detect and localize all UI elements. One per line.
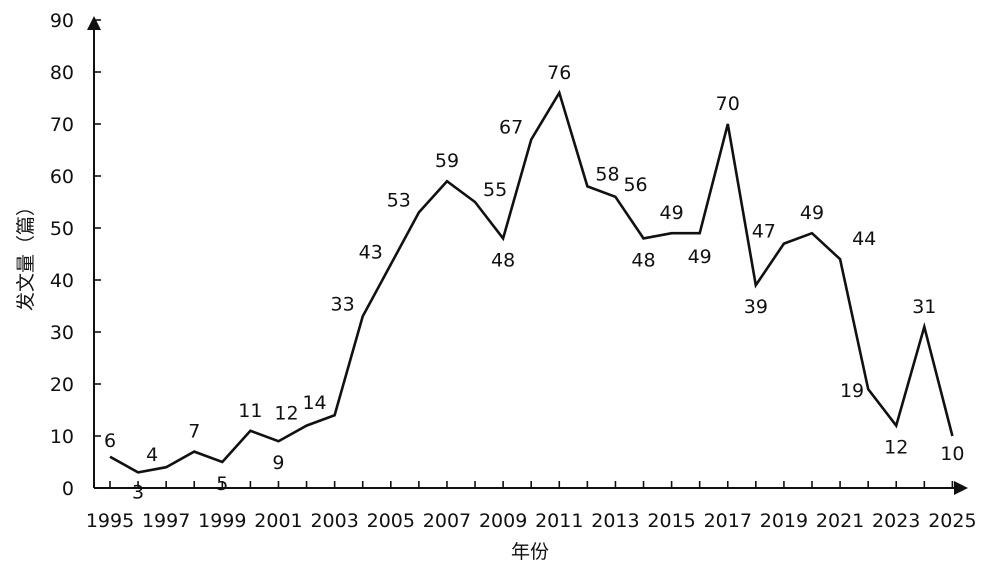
series-group <box>109 89 954 474</box>
data-label: 19 <box>840 380 864 402</box>
x-tick-label: 1997 <box>142 510 190 532</box>
data-label: 49 <box>800 202 824 224</box>
y-tick-label: 0 <box>62 478 74 500</box>
data-label: 44 <box>852 228 876 250</box>
data-label: 55 <box>483 179 507 201</box>
data-label: 33 <box>331 293 355 315</box>
y-tick-label: 50 <box>50 218 74 240</box>
data-label: 4 <box>146 444 158 466</box>
data-label: 6 <box>104 430 116 452</box>
y-tick-label: 10 <box>50 426 74 448</box>
x-tick-label: 2017 <box>704 510 752 532</box>
data-label: 58 <box>595 163 619 185</box>
data-label: 3 <box>132 481 144 503</box>
x-tick-label: 2013 <box>591 510 639 532</box>
y-tick-label: 40 <box>50 270 74 292</box>
data-label: 7 <box>188 421 200 443</box>
x-tick-label: 2007 <box>423 510 471 532</box>
data-label: 76 <box>547 62 571 84</box>
y-tick-label: 70 <box>50 114 74 136</box>
data-label: 59 <box>435 150 459 172</box>
y-tick-label: 30 <box>50 322 74 344</box>
data-label: 56 <box>623 174 647 196</box>
y-tick-label: 60 <box>50 166 74 188</box>
y-axis-arrow <box>87 16 101 30</box>
data-label: 11 <box>238 400 262 422</box>
x-tick-label: 2019 <box>760 510 808 532</box>
data-label: 12 <box>884 437 908 459</box>
data-label: 49 <box>660 202 684 224</box>
data-label: 47 <box>752 221 776 243</box>
data-label: 43 <box>359 241 383 263</box>
data-label: 48 <box>631 249 655 271</box>
x-tick-label: 2005 <box>367 510 415 532</box>
data-label: 53 <box>387 189 411 211</box>
data-label: 39 <box>744 296 768 318</box>
x-tick-label: 2021 <box>816 510 864 532</box>
series-line <box>109 89 954 474</box>
data-label: 9 <box>272 452 284 474</box>
y-tick-label: 20 <box>50 374 74 396</box>
x-tick-label: 2025 <box>928 510 976 532</box>
data-label: 49 <box>688 246 712 268</box>
x-tick-label: 2009 <box>479 510 527 532</box>
x-tick-label: 1995 <box>86 510 134 532</box>
data-label: 14 <box>302 392 326 414</box>
data-label: 10 <box>940 443 964 465</box>
x-axis-title: 年份 <box>511 541 549 563</box>
data-label: 12 <box>274 403 298 425</box>
data-label: 70 <box>716 93 740 115</box>
x-axis-arrow <box>954 481 968 495</box>
y-axis-title: 发文量（篇） <box>15 197 37 311</box>
data-label: 5 <box>216 473 228 495</box>
x-tick-label: 1999 <box>198 510 246 532</box>
x-tick-label: 2011 <box>535 510 583 532</box>
x-tick-label: 2023 <box>872 510 920 532</box>
data-label: 31 <box>912 296 936 318</box>
y-tick-label: 80 <box>50 62 74 84</box>
x-tick-label: 2003 <box>310 510 358 532</box>
x-tick-label: 2001 <box>254 510 302 532</box>
data-label: 67 <box>499 117 523 139</box>
x-tick-label: 2015 <box>647 510 695 532</box>
y-tick-label: 90 <box>50 10 74 32</box>
data-label: 48 <box>491 249 515 271</box>
